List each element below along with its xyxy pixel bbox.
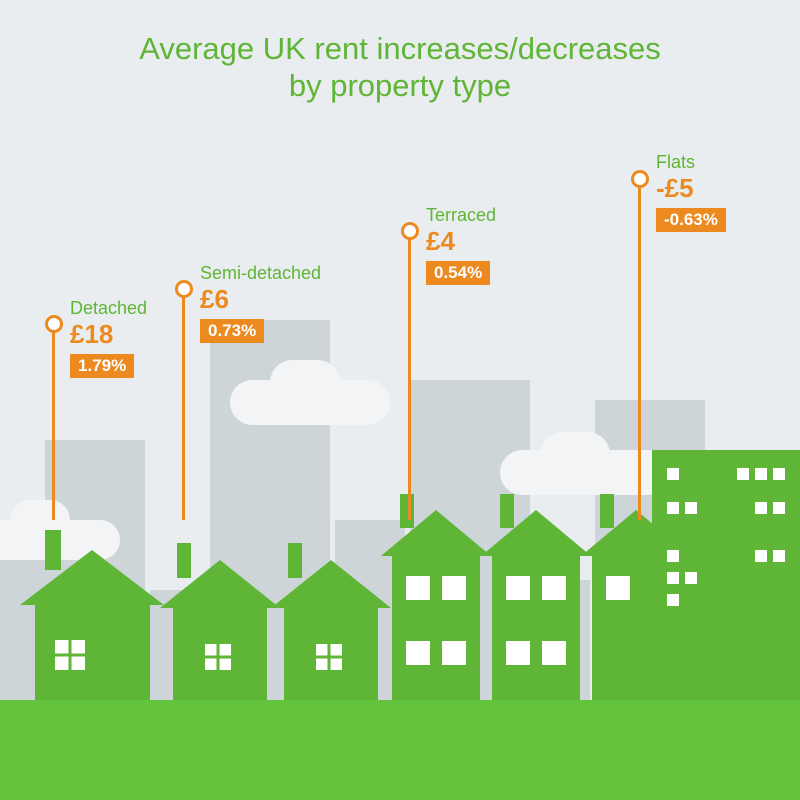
category-name: Detached (70, 298, 147, 319)
category-pct: 1.79% (70, 354, 134, 378)
category-amount: £18 (70, 319, 147, 350)
detached-house-icon (25, 520, 160, 700)
terraced-house-icon (586, 490, 656, 700)
chart-title: Average UK rent increases/decreases by p… (0, 0, 800, 104)
semi-detached-house-icon (276, 535, 386, 700)
flats-building-icon (652, 450, 800, 700)
category-amount: £4 (426, 226, 496, 257)
semi-detached-house-icon (165, 535, 275, 700)
category-amount: -£5 (656, 173, 726, 204)
ground (0, 700, 800, 800)
label-terraced: Terraced £4 0.54% (426, 205, 496, 285)
houses-layer (0, 450, 800, 700)
category-pct: 0.54% (426, 261, 490, 285)
label-semi-detached: Semi-detached £6 0.73% (200, 263, 321, 343)
terraced-house-icon (486, 490, 586, 700)
category-amount: £6 (200, 284, 321, 315)
category-name: Semi-detached (200, 263, 321, 284)
terraced-house-icon (386, 490, 486, 700)
category-pct: -0.63% (656, 208, 726, 232)
category-pct: 0.73% (200, 319, 264, 343)
category-name: Flats (656, 152, 726, 173)
label-flats: Flats -£5 -0.63% (656, 152, 726, 232)
category-name: Terraced (426, 205, 496, 226)
label-detached: Detached £18 1.79% (70, 298, 147, 378)
